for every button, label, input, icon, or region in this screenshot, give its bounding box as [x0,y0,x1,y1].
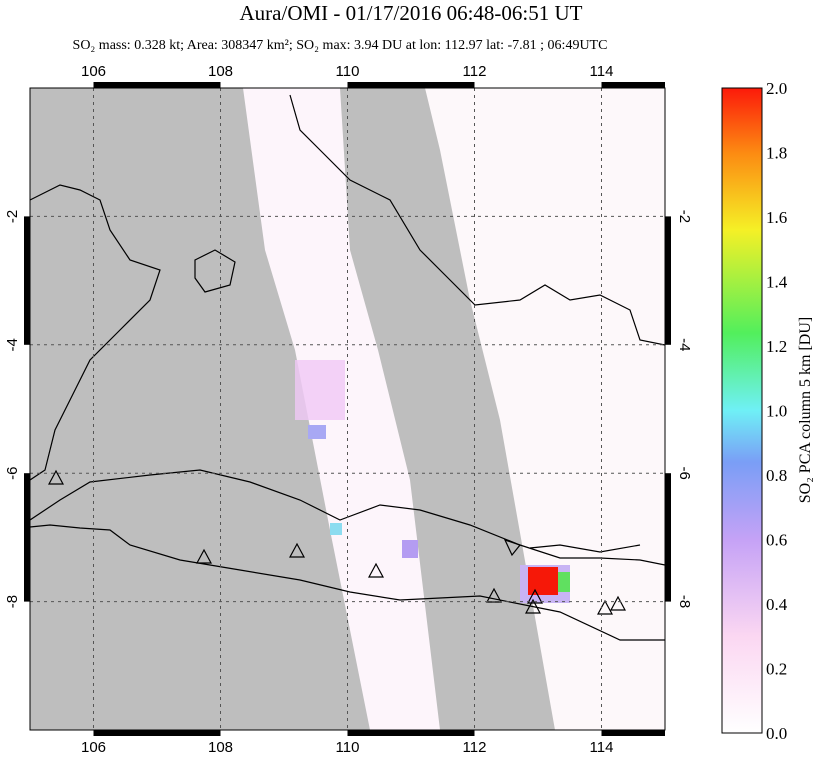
colorbar-label: SO₂ PCA column 5 km [DU] [797,317,814,503]
frame-bar [24,473,30,602]
y-tick-label: -6 [676,467,693,480]
x-tick-label: 106 [81,63,106,80]
colorbar-tick-label: 0.2 [766,660,787,679]
map-frame [29,87,666,731]
frame-bar [93,82,221,88]
x-tick-label: 108 [208,739,233,756]
title: Aura/OMI - 01/17/2016 06:48-06:51 UT [240,1,583,25]
frame-bar [24,216,30,345]
colorbar-tick-label: 1.2 [766,337,787,356]
axes: 106 106 108 108 110 110 112 112 114 114 -2 -2 -4 -4 -6… [4,63,788,756]
frame-bar [601,730,665,736]
swath [425,88,665,730]
map-area [30,88,665,730]
colorbar-tick-label: 0.4 [766,595,788,614]
coastline [30,184,161,481]
so2-pixels [558,572,570,592]
frame-bar [665,473,671,602]
frame-bar [665,216,671,345]
y-tick-label: -2 [4,210,21,223]
x-tick-label: 112 [463,739,487,756]
coastline [194,249,236,293]
x-tick-label: 112 [463,63,487,80]
subtitle: SO₂ mass: 0.328 kt; Area: 308347 km²; SO… [73,38,608,53]
coastline [503,538,641,557]
y-tick-label: -4 [676,338,693,351]
y-tick-label: -4 [4,338,21,351]
y-tick-label: -8 [4,595,21,608]
x-tick-label: 114 [590,739,614,756]
colorbar-tick-label: 1.6 [766,208,787,227]
colorbar-tick-label: 0.0 [766,724,787,743]
so2-pixels [295,360,345,420]
frame-bar [601,82,665,88]
y-tick-label: -2 [676,210,693,223]
colorbar-tick-label: 1.0 [766,402,787,421]
x-tick-label: 110 [336,739,360,756]
coastline [30,524,665,641]
y-tick-label: -6 [4,467,21,480]
colorbar-tick-label: 1.8 [766,144,787,163]
x-tick-label: 106 [81,739,106,756]
colorbar-tick-label: 0.8 [766,466,787,485]
frame-bar [347,82,475,88]
colorbar-tick-label: 0.6 [766,531,787,550]
so2-pixels [308,425,326,439]
so2-pixels [402,540,418,558]
colorbar [721,87,763,734]
so2-pixels [330,523,342,535]
so2-pixels [528,567,558,595]
colorbar-tick-label: 1.4 [766,273,788,292]
frame-bar [347,730,475,736]
x-tick-label: 108 [208,63,233,80]
y-tick-label: -8 [676,595,693,608]
colorbar-tick-label: 2.0 [766,79,787,98]
x-tick-label: 110 [336,63,360,80]
frame-bar [93,730,221,736]
x-tick-label: 114 [590,63,614,80]
coastline [30,469,665,566]
